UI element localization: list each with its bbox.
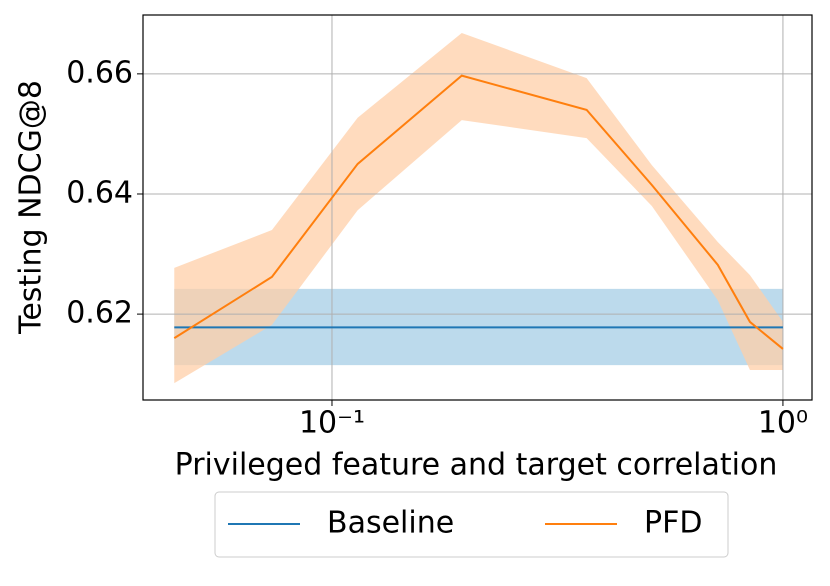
y-axis-label: Testing NDCG@8 [14, 80, 49, 335]
y-tick-label: 0.64 [66, 175, 133, 210]
y-tick-label: 0.62 [66, 296, 133, 331]
x-axis-label: Privileged feature and target correlatio… [175, 448, 778, 483]
legend-box [214, 491, 729, 558]
plot-frame [142, 14, 813, 401]
x-tick-label: 10⁻¹ [299, 406, 365, 441]
series-line [173, 74, 784, 350]
x-tick-label: 10⁰ [758, 406, 808, 441]
error-band [174, 33, 783, 384]
legend-label: PFD [644, 506, 702, 541]
y-tick-label: 0.66 [66, 55, 133, 90]
legend-label: Baseline [327, 506, 454, 541]
